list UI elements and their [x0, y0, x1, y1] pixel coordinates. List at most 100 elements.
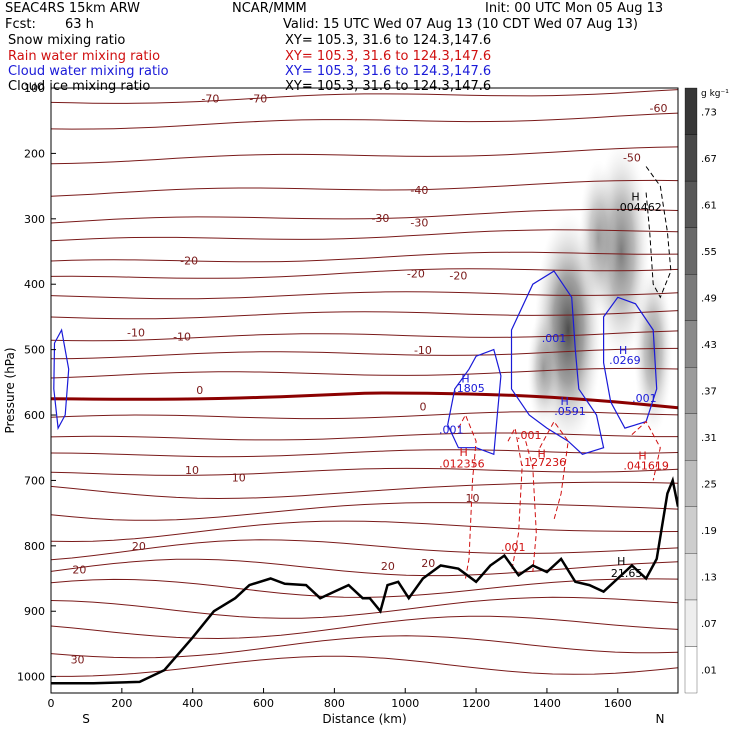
field-xy-rain: XY= 105.3, 31.6 to 124.3,147.6: [285, 49, 492, 64]
x-tick-label-2: 400: [182, 697, 203, 710]
organization-label: NCAR/MMM: [232, 1, 307, 16]
rain-water-contour-1: [507, 426, 523, 573]
temperature-contour-14: [51, 411, 678, 420]
temperature-label-21: 20: [421, 557, 435, 570]
colorbar-label-10: .61: [701, 200, 717, 211]
contour-labels: -70 -70 -60 -50 -40 -30 -30 -20 -20 -20 -10 -10 -10 0…: [71, 92, 669, 666]
rain-label-6: .041619: [623, 459, 669, 472]
temperature-label-1: -70: [249, 92, 267, 105]
colorbar-cell-8: [684, 274, 698, 321]
colorbar-label-1: .07: [701, 619, 717, 630]
temperature-label-20: 20: [381, 560, 395, 573]
temperature-contour-5: [51, 229, 678, 242]
snow-blob-3: [633, 264, 673, 435]
temperature-contour-25: [51, 615, 678, 640]
x-tick-label-6: 1200: [462, 697, 490, 710]
init-time: Init: 00 UTC Mon 05 Aug 13: [485, 1, 664, 16]
colorbar-cell-0: [684, 646, 698, 694]
terrain-profile: [51, 476, 678, 685]
y-tick-label-6: 700: [24, 474, 45, 487]
temperature-label-22: 30: [71, 654, 85, 667]
axes: 0 200 400 600 800 1000 1200 1400 160010020030040…: [3, 82, 664, 726]
field-name-cloud-ice: Cloud ice mixing ratio: [8, 79, 151, 94]
y-tick-label-0: 100: [24, 82, 45, 95]
cloud-water-label-1: .1805: [453, 382, 485, 395]
colorbar-cell-2: [684, 553, 698, 601]
temperature-contour-22: [51, 558, 678, 577]
field-name-cloud-water: Cloud water mixing ratio: [8, 64, 169, 79]
x-end-label-left: S: [82, 712, 90, 726]
temperature-contour-2: [51, 146, 678, 165]
temperature-contour-10: [51, 330, 678, 342]
x-tick-label-0: 0: [48, 697, 55, 710]
terrain-label-1: 21.65: [611, 567, 643, 580]
x-tick-label-1: 200: [111, 697, 132, 710]
colorbar-cell-10: [684, 180, 698, 228]
temperature-contour-8: [51, 291, 678, 300]
colorbar-label-9: .55: [701, 247, 717, 258]
colorbar: .01 .07 .13 .19 .25 .31 .37 .43 .49 .55 .61 .67 .73 g…: [684, 87, 729, 694]
cloud-ice-contour: [645, 166, 672, 299]
rain-label-0: H: [460, 446, 468, 459]
cloud-water-label-6: H: [619, 344, 627, 357]
colorbar-label-0: .01: [701, 666, 717, 677]
colorbar-cell-1: [684, 599, 698, 647]
temperature-contour-23: [51, 578, 678, 598]
rain-label-5: H: [638, 450, 646, 463]
y-tick-label-5: 600: [24, 409, 45, 422]
rain-water-contour-0: [457, 413, 477, 579]
temperature-contour-20: [51, 520, 678, 543]
temperature-label-3: -50: [623, 151, 641, 164]
temperature-contour-4: [51, 208, 678, 224]
colorbar-cell-12: [684, 87, 698, 135]
terrain-line: [51, 476, 678, 685]
temperature-contour-11: [51, 347, 678, 360]
temperature-label-19: 20: [72, 563, 86, 576]
temperature-contour-1: [51, 112, 678, 130]
rain-label-3: H: [537, 448, 545, 461]
x-end-label-right: N: [656, 712, 665, 726]
ice-label-0: H: [631, 190, 639, 203]
x-axis-label: Distance (km): [322, 712, 406, 726]
cloud-water-label-2: .001: [439, 423, 464, 436]
rain-label-4: .127236: [521, 456, 567, 469]
colorbar-label-11: .67: [701, 154, 717, 165]
cloud-water-label-7: .0269: [609, 354, 641, 367]
y-tick-label-9: 1000: [17, 671, 45, 684]
rain-label-7: .001: [501, 541, 526, 554]
temperature-label-18: 20: [132, 540, 146, 553]
temperature-contour-6: [51, 251, 678, 263]
cloud-water-label-5: .0591: [554, 405, 586, 418]
temperature-contour-17: [51, 467, 678, 476]
temperature-contour-15: [51, 432, 678, 441]
rain-water-contours: [457, 413, 661, 579]
colorbar-label-2: .13: [701, 573, 717, 584]
temperature-contour-3: [51, 179, 678, 197]
model-title: SEAC4RS 15km ARW: [5, 1, 141, 16]
rain-water-contour-3: [525, 441, 537, 573]
y-tick-label-3: 400: [24, 278, 45, 291]
colorbar-cell-4: [684, 460, 698, 507]
temperature-label-7: -20: [180, 255, 198, 268]
colorbar-unit: g kg⁻¹: [701, 89, 729, 99]
colorbar-label-5: .31: [701, 433, 717, 444]
colorbar-cell-7: [684, 320, 698, 368]
colorbar-cell-5: [684, 413, 698, 461]
cloud-water-contours: [53, 270, 658, 456]
snow-blob-2: [578, 159, 618, 317]
x-tick-label-5: 1000: [391, 697, 419, 710]
temperature-label-10: -10: [127, 327, 145, 340]
y-tick-label-1: 200: [24, 147, 45, 160]
y-tick-label-2: 300: [24, 213, 45, 226]
temperature-contour-18: [51, 481, 678, 500]
y-tick-label-7: 800: [24, 540, 45, 553]
temperature-label-4: -40: [410, 184, 428, 197]
field-xy-cloud-ice: XY= 105.3, 31.6 to 124.3,147.6: [285, 79, 492, 94]
colorbar-cell-6: [684, 367, 698, 414]
cloud-water-label-4: H: [561, 395, 569, 408]
temperature-label-17: 10: [466, 492, 480, 505]
cloud-water-contour-0: [447, 348, 502, 456]
field-xy-cloud-water: XY= 105.3, 31.6 to 124.3,147.6: [285, 64, 492, 79]
colorbar-cell-3: [684, 506, 698, 554]
temperature-contour-0: [51, 89, 678, 104]
